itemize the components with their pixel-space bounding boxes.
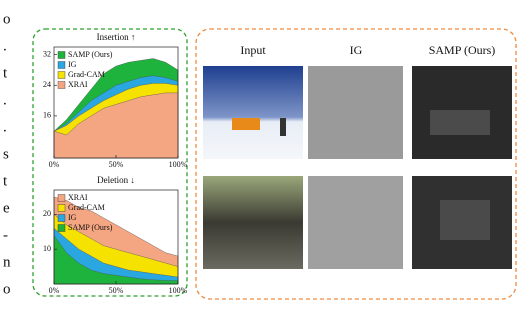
column-header: SAMP (Ours) [429, 43, 496, 57]
margin-text: t [3, 65, 8, 81]
column-header: IG [350, 43, 363, 57]
legend-label: XRAI [68, 193, 88, 202]
legend-swatch [57, 51, 66, 59]
legend-label: SAMP (Ours) [68, 223, 113, 232]
x-tick-label: 0% [49, 160, 60, 169]
legend-swatch [57, 194, 66, 202]
x-tick-label: 50% [109, 160, 124, 169]
margin-text: - [3, 227, 8, 243]
legend-label: IG [68, 60, 77, 69]
margin-text: s [3, 146, 9, 162]
image [203, 66, 303, 159]
x-tick-label: 100% [169, 160, 188, 169]
chart-title: Insertion ↑ [97, 32, 136, 42]
margin-text: . [3, 119, 7, 135]
legend-swatch [57, 61, 66, 69]
legend-swatch [57, 204, 66, 212]
legend-label: Grad-CAM [68, 203, 105, 212]
image-detail [232, 118, 260, 130]
legend-swatch [57, 214, 66, 222]
x-tick-label: 0% [49, 286, 60, 295]
image [308, 176, 403, 269]
y-tick-label: 20 [43, 209, 51, 218]
right-panel [195, 28, 517, 300]
y-tick-label: 24 [43, 80, 51, 89]
margin-text: . [3, 38, 7, 54]
y-tick-label: 10 [43, 244, 51, 253]
image-detail [430, 110, 490, 135]
legend-label: IG [68, 213, 77, 222]
chart-title: Deletion ↓ [97, 175, 135, 185]
image-detail [280, 118, 286, 136]
image-grid [203, 66, 512, 269]
margin-text: n [3, 254, 11, 270]
legend-swatch [57, 81, 66, 89]
image [203, 176, 303, 269]
image-detail [440, 200, 490, 240]
legend-label: XRAI [68, 80, 88, 89]
image [308, 66, 403, 159]
margin-text: . [3, 92, 7, 108]
margin-text: o [3, 11, 11, 27]
legend-label: SAMP (Ours) [68, 50, 113, 59]
legend-label: Grad-CAM [68, 70, 105, 79]
margin-text: e [3, 200, 10, 216]
left-panel [32, 28, 188, 297]
legend-swatch [57, 224, 66, 232]
margin-text: o [3, 281, 11, 297]
legend-swatch [57, 71, 66, 79]
x-tick-label: 50% [109, 286, 124, 295]
x-tick-label: 100% [169, 286, 188, 295]
margin-text: t [3, 173, 8, 189]
y-tick-label: 32 [43, 49, 51, 58]
column-header: Input [240, 43, 266, 57]
y-tick-label: 16 [43, 111, 51, 120]
